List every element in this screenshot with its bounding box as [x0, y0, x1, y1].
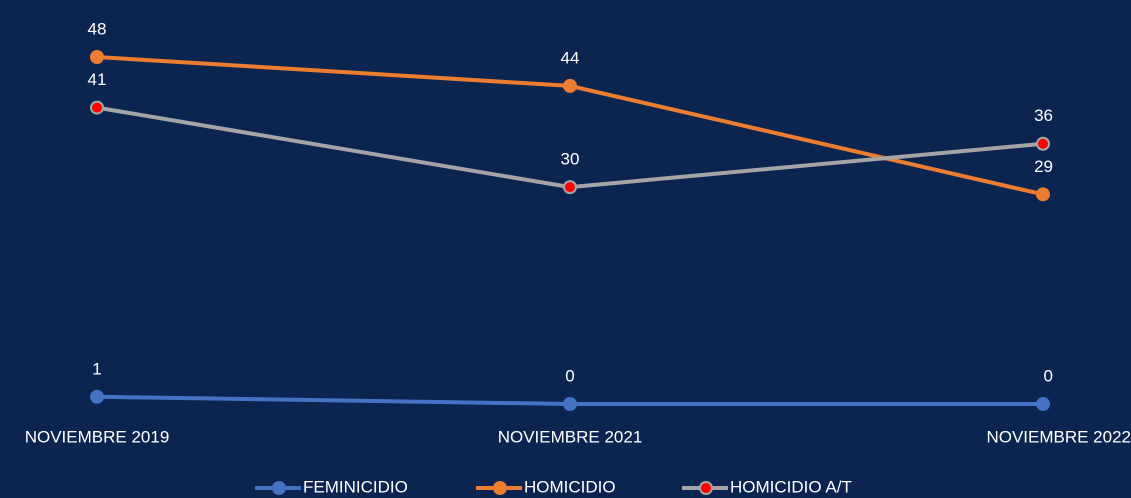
data-label: 44 [561, 48, 580, 67]
x-tick-label: NOVIEMBRE 2019 [25, 427, 170, 446]
legend-label: FEMINICIDIO [303, 477, 408, 496]
data-label: 41 [88, 70, 107, 89]
data-label: 29 [1034, 157, 1053, 176]
x-tick-label: NOVIEMBRE 2022 [986, 427, 1131, 446]
marker [90, 50, 104, 64]
data-label: 1 [92, 359, 101, 378]
marker [563, 180, 577, 195]
marker [563, 397, 577, 411]
data-label: 36 [1034, 106, 1053, 125]
marker [1036, 136, 1050, 151]
legend-label: HOMICIDIO A/T [730, 477, 852, 496]
legend-marker [493, 481, 507, 495]
marker [1036, 397, 1050, 411]
marker [90, 100, 104, 115]
legend-marker [699, 481, 713, 495]
data-label: 0 [1044, 366, 1053, 385]
x-tick-label: NOVIEMBRE 2021 [498, 427, 643, 446]
data-label: 48 [88, 19, 107, 38]
marker [90, 389, 104, 404]
legend-label: HOMICIDIO [524, 477, 616, 496]
marker [563, 78, 577, 93]
data-label: 30 [561, 150, 580, 169]
data-label: 0 [565, 366, 574, 385]
legend-marker [272, 481, 286, 495]
marker [1036, 187, 1050, 202]
